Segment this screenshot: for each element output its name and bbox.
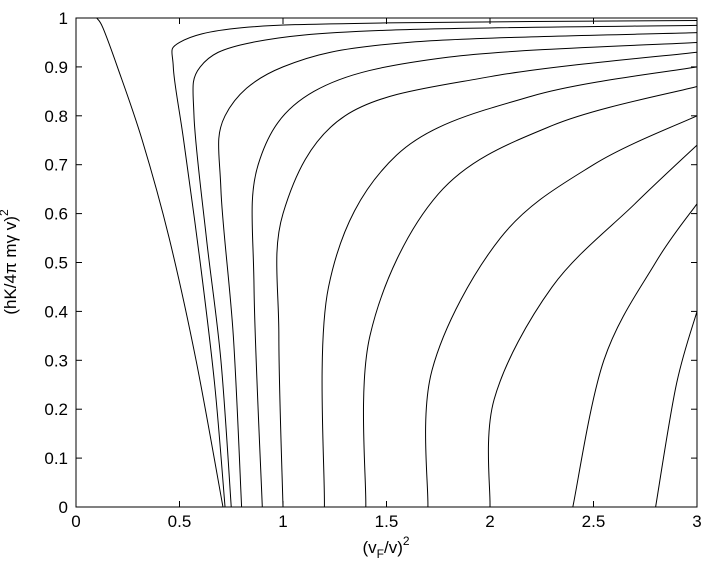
curve [251, 41, 698, 508]
y-tick-label: 0.9 [44, 58, 68, 77]
plot-frame [75, 17, 698, 508]
x-tick-label: 2.5 [582, 512, 606, 531]
y-tick-label: 1 [59, 9, 68, 28]
curve [425, 115, 698, 508]
curve [218, 32, 698, 508]
y-tick-label: 0.4 [44, 302, 68, 321]
x-label-part: /v) [384, 538, 403, 557]
y-tick-label: 0.3 [44, 351, 68, 370]
x-axis-label: (vF/v)2 [362, 534, 409, 561]
y-label-sup: 2 [0, 209, 11, 216]
curve [171, 19, 698, 508]
curve [276, 51, 698, 508]
y-tick-label: 0.6 [44, 205, 68, 224]
curve [362, 85, 698, 508]
x-tick-label: 0.5 [168, 512, 192, 531]
y-tick-label: 0.1 [44, 449, 68, 468]
x-tick-label: 1.5 [375, 512, 399, 531]
x-tick-label: 2 [485, 512, 494, 531]
curve [96, 17, 224, 508]
x-tick-label: 1 [278, 512, 287, 531]
y-tick-label: 0.2 [44, 400, 68, 419]
x-label-sub: F [377, 547, 384, 561]
y-tick-label: 0.5 [44, 254, 68, 273]
x-label-sup: 2 [403, 534, 410, 548]
curve [487, 144, 698, 508]
y-tick-label: 0 [59, 498, 68, 517]
y-tick-label: 0.7 [44, 156, 68, 175]
curve [192, 24, 698, 508]
curve [655, 311, 698, 508]
curve [572, 203, 698, 508]
curve [321, 66, 698, 508]
y-label-part: (hK/4π mγ v) [1, 216, 20, 315]
x-tick-label: 3 [692, 512, 701, 531]
y-axis-label: (hK/4π mγ v)2 [0, 209, 20, 315]
x-tick-label: 0 [71, 512, 80, 531]
y-tick-label: 0.8 [44, 107, 68, 126]
x-label-part: (v [362, 538, 377, 557]
